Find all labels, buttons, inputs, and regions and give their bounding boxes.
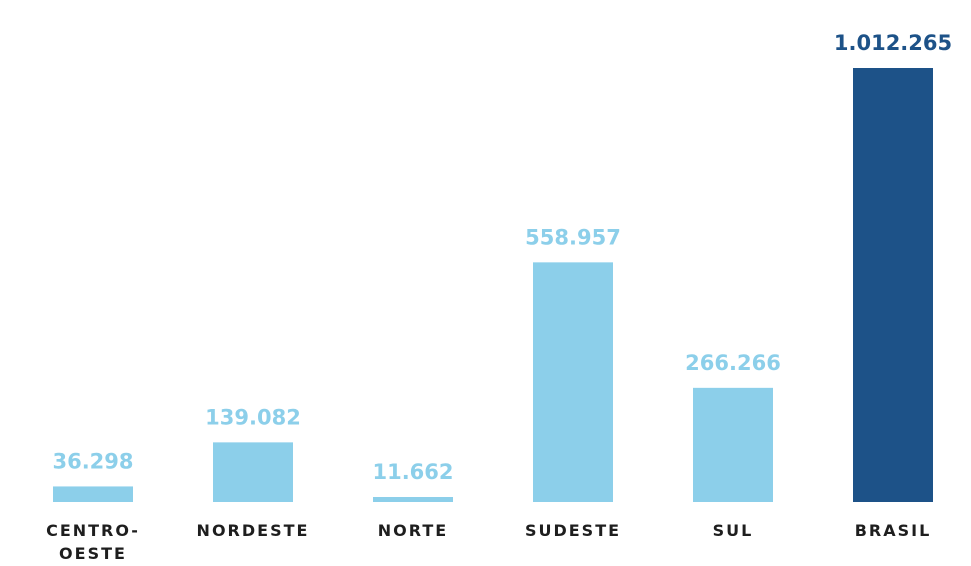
value-label: 558.957 — [525, 225, 621, 249]
x-tick-label: BRASIL — [855, 521, 932, 540]
x-tick-label: NORTE — [378, 521, 448, 540]
bar — [533, 262, 613, 502]
value-label: 11.662 — [372, 460, 453, 484]
bar — [693, 387, 773, 502]
bar — [213, 442, 293, 502]
value-label: 266.266 — [685, 351, 781, 375]
value-label: 36.298 — [52, 449, 133, 473]
bar — [53, 486, 133, 502]
value-label: 139.082 — [205, 405, 301, 429]
bar — [853, 68, 933, 502]
value-label: 1.012.265 — [834, 31, 952, 55]
x-tick-label: SUL — [713, 521, 754, 540]
x-tick-label: SUDESTE — [525, 521, 621, 540]
bar — [373, 497, 453, 502]
x-tick-label: NORDESTE — [197, 521, 310, 540]
x-tick-label: CENTRO-OESTE — [46, 521, 140, 563]
